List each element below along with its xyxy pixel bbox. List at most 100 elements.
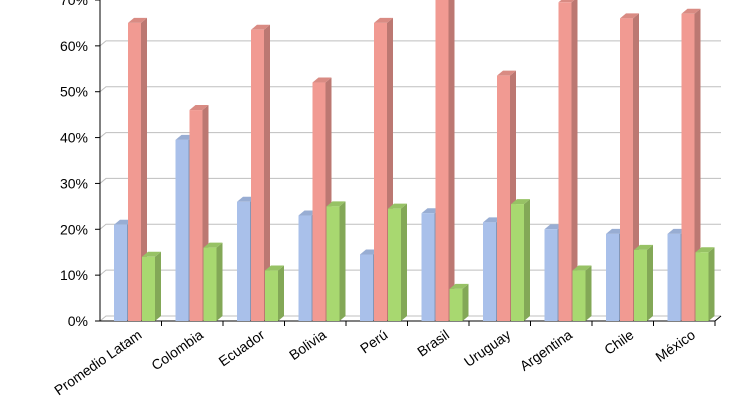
bar-front xyxy=(298,215,312,321)
bar-side xyxy=(278,265,284,321)
x-tick-label: Bolivia xyxy=(286,326,329,363)
bar-top xyxy=(189,105,209,111)
x-tick-label: Perú xyxy=(357,326,390,356)
y-tick-label: 70% xyxy=(60,0,88,8)
bar-top xyxy=(572,265,592,271)
bar-front xyxy=(620,18,633,321)
bar-front xyxy=(114,224,127,321)
bar-top xyxy=(203,242,223,248)
bar-side xyxy=(647,244,653,321)
x-tick-label: Brasil xyxy=(414,326,452,359)
bar-top xyxy=(681,8,701,14)
bar-front xyxy=(435,0,449,321)
x-tick-label: Argentina xyxy=(517,326,575,374)
bar-top xyxy=(142,251,161,257)
bar-front xyxy=(189,110,203,321)
bar-top xyxy=(374,17,393,23)
bar xyxy=(695,247,715,321)
bar xyxy=(435,0,455,321)
bar-front xyxy=(374,22,387,322)
y-tick-label: 0% xyxy=(68,313,88,329)
bar-front xyxy=(572,270,586,321)
bar xyxy=(558,0,578,322)
bar-side xyxy=(633,13,639,321)
bar-front xyxy=(360,254,373,321)
grid-line xyxy=(99,40,721,47)
bar xyxy=(681,8,701,322)
x-tick-label: Colombia xyxy=(148,326,206,373)
bar-side xyxy=(524,199,530,321)
bar-front xyxy=(128,22,141,322)
bar-front xyxy=(558,2,572,322)
bar-side xyxy=(585,265,592,321)
x-tick-label: Ecuador xyxy=(216,326,268,369)
bar-side xyxy=(339,201,346,321)
bar-front xyxy=(681,13,695,322)
bar-top xyxy=(620,13,639,19)
bar-front xyxy=(326,206,340,321)
bar-top xyxy=(251,24,270,30)
bar xyxy=(620,13,639,321)
bar xyxy=(634,244,653,321)
bar-front xyxy=(388,208,401,321)
x-tick-label: México xyxy=(652,326,698,365)
bar xyxy=(388,203,407,321)
bar-front xyxy=(175,139,189,321)
bar-front xyxy=(449,288,463,321)
bar-side xyxy=(694,8,701,322)
bar-top xyxy=(497,70,516,76)
bar-top xyxy=(634,244,653,250)
bar xyxy=(326,201,346,321)
y-tick-label: 40% xyxy=(60,130,88,146)
bar-top xyxy=(558,0,575,3)
bar-side xyxy=(708,247,715,321)
y-tick-label: 50% xyxy=(60,84,88,100)
y-tick-label: 10% xyxy=(60,267,88,283)
bar-side xyxy=(448,0,455,321)
bar-top xyxy=(511,199,530,205)
bar xyxy=(572,265,592,321)
bar-front xyxy=(421,213,435,321)
bar xyxy=(128,17,147,322)
bar-side xyxy=(155,251,161,321)
bar-front xyxy=(265,270,278,321)
bar-front xyxy=(634,249,647,321)
bar-top xyxy=(449,283,469,289)
bar-top xyxy=(388,203,407,209)
bar xyxy=(251,24,270,322)
bar-front xyxy=(251,29,264,322)
bar-front xyxy=(695,252,709,321)
y-tick-label: 30% xyxy=(60,175,88,191)
bar-side xyxy=(462,283,469,321)
bar-front xyxy=(497,75,510,322)
bar-top xyxy=(128,17,147,23)
x-tick-label: Uruguay xyxy=(461,326,514,369)
bar-side xyxy=(264,24,270,322)
bar xyxy=(449,283,469,321)
bar xyxy=(511,199,530,321)
bar-side xyxy=(571,0,578,321)
bar xyxy=(142,251,161,321)
y-tick-label: 60% xyxy=(60,38,88,54)
bar-top xyxy=(695,247,715,253)
x-tick-label: Chile xyxy=(601,326,636,358)
bar-front xyxy=(606,233,619,321)
bar-front xyxy=(483,222,496,321)
bar-top xyxy=(326,201,346,207)
bar-top xyxy=(312,77,332,83)
bar-side xyxy=(401,203,407,321)
bar-front xyxy=(511,204,524,321)
bar-front xyxy=(312,82,326,322)
bar-front xyxy=(237,201,250,321)
bar-front xyxy=(667,233,681,321)
x-tick-label: Promedio Latam xyxy=(51,326,144,398)
bar-front xyxy=(142,256,155,321)
bar-top xyxy=(265,265,284,271)
bar-side xyxy=(141,17,147,322)
bar-front xyxy=(203,247,217,321)
y-tick-label: 20% xyxy=(60,221,88,237)
bar xyxy=(203,242,223,321)
bar xyxy=(265,265,284,321)
bar-front xyxy=(544,229,558,321)
